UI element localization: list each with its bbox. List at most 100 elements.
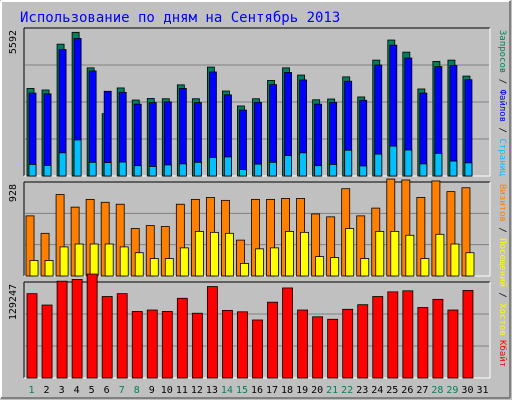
day-label-20: 20 (311, 385, 323, 396)
bar-kbytes-1-day-17 (267, 301, 278, 379)
bar-kbytes-1-day-11 (176, 297, 188, 379)
legend-visits: Визитов / Посещений / Хостов (497, 184, 507, 336)
day-label-11: 11 (176, 385, 188, 396)
bar-requests-3-day-2 (43, 165, 52, 177)
bar-kbytes-1-day-7 (116, 293, 128, 379)
bar-visits-2-day-8 (134, 252, 144, 277)
legend-requests-part: Запросов (497, 30, 507, 73)
bar-kbytes-1-day-29 (447, 309, 459, 379)
bar-visits-2-day-20 (315, 256, 325, 277)
bar-kbytes-1-day-30 (462, 290, 474, 379)
day-label-14: 14 (221, 385, 233, 396)
day-label-16: 16 (251, 385, 263, 396)
bar-visits-2-day-2 (44, 260, 54, 277)
bar-visits-2-day-6 (104, 243, 114, 277)
legend-kbytes: Кбайт (497, 340, 508, 367)
bar-requests-3-day-27 (419, 163, 428, 177)
bar-visits-2-day-10 (164, 258, 174, 277)
bar-requests-3-day-22 (344, 149, 353, 177)
bar-visits-2-day-13 (209, 231, 219, 277)
bar-requests-3-day-30 (464, 162, 473, 177)
bar-requests-3-day-19 (299, 152, 308, 177)
bar-kbytes-1-day-22 (342, 308, 354, 379)
day-label-5: 5 (89, 385, 95, 396)
bar-visits-2-day-17 (270, 247, 279, 277)
panel-requests: 5592 (8, 27, 491, 177)
bar-requests-2-day-30 (464, 79, 473, 177)
day-label-1: 1 (29, 385, 35, 396)
legend-requests-part: Файлов (497, 90, 507, 123)
bar-kbytes-1-day-12 (191, 312, 203, 379)
bar-kbytes-1-day-28 (432, 298, 444, 379)
bar-requests-3-day-16 (254, 163, 262, 177)
bar-requests-3-day-13 (208, 157, 217, 177)
legend-visits-part: / (497, 222, 507, 238)
bar-requests-3-day-4 (73, 139, 82, 177)
bar-kbytes-1-day-1 (26, 293, 38, 379)
bar-kbytes-1-day-5 (86, 273, 98, 379)
bar-kbytes-1-day-21 (327, 318, 339, 379)
day-label-9: 9 (149, 385, 155, 396)
day-label-4: 4 (74, 385, 80, 396)
bar-visits-2-day-11 (179, 247, 189, 277)
bar-requests-3-day-21 (329, 164, 338, 177)
panel-kbytes: 129247 (8, 273, 491, 379)
panel-max-label: 5592 (8, 30, 19, 54)
panel-visits: 928 (8, 178, 491, 277)
bar-requests-2-day-15 (239, 109, 247, 177)
bar-kbytes-1-day-26 (402, 290, 414, 379)
bar-visits-2-day-16 (255, 248, 264, 277)
bar-requests-2-day-11 (178, 88, 187, 177)
bar-requests-2-day-9 (148, 102, 157, 177)
bar-kbytes-1-day-6 (101, 296, 113, 379)
day-label-31: 31 (476, 385, 488, 396)
day-label-29: 29 (446, 385, 458, 396)
bar-kbytes-1-day-24 (372, 296, 384, 379)
chart-title: Использование по дням на Сентябрь 2013 (20, 10, 340, 26)
bar-requests-3-day-17 (269, 161, 277, 177)
bar-requests-3-day-5 (88, 161, 97, 177)
bar-kbytes-1-day-13 (206, 286, 218, 379)
bar-requests-3-day-1 (28, 164, 37, 177)
bar-kbytes-1-day-16 (252, 319, 263, 379)
legend-visits-part: Хостов (497, 303, 507, 336)
bar-visits-2-day-25 (390, 230, 400, 277)
day-label-15: 15 (236, 385, 248, 396)
legend-requests-part: / (497, 122, 507, 138)
bar-visits-2-day-23 (360, 258, 370, 277)
bar-requests-3-day-23 (359, 165, 368, 177)
day-label-27: 27 (416, 385, 428, 396)
bar-visits-2-day-4 (74, 243, 84, 277)
bar-kbytes-1-day-4 (71, 279, 83, 379)
bar-kbytes-1-day-23 (357, 304, 369, 379)
bar-requests-2-day-5 (88, 70, 97, 177)
bar-requests-3-day-6 (103, 162, 112, 177)
day-label-22: 22 (341, 385, 353, 396)
legend-requests-part: Страниц (497, 138, 507, 176)
legend-visits-part: / (497, 287, 507, 303)
day-label-10: 10 (161, 385, 173, 396)
bar-requests-3-day-9 (148, 166, 157, 177)
bar-requests-3-day-28 (434, 152, 443, 177)
bar-requests-3-day-20 (314, 165, 323, 177)
panel-max-label: 928 (8, 184, 19, 202)
bar-visits-2-day-9 (149, 258, 159, 277)
bar-requests-3-day-7 (118, 161, 127, 177)
legend-kbytes-part: Кбайт (497, 340, 508, 367)
bar-visits-2-day-24 (375, 230, 385, 277)
day-label-13: 13 (206, 385, 218, 396)
day-label-2: 2 (44, 385, 50, 396)
day-label-17: 17 (266, 385, 278, 396)
day-label-8: 8 (134, 385, 140, 396)
bar-requests-2-day-23 (359, 99, 368, 177)
day-label-26: 26 (401, 385, 413, 396)
panel-max-label: 129247 (8, 284, 19, 320)
bar-visits-2-day-3 (59, 246, 69, 277)
bar-kbytes-1-day-25 (387, 291, 399, 379)
day-label-18: 18 (281, 385, 293, 396)
bar-requests-3-day-29 (449, 160, 458, 177)
bar-visits-2-day-18 (285, 230, 294, 277)
bar-visits-2-day-22 (345, 228, 355, 277)
bar-requests-3-day-14 (224, 156, 232, 177)
